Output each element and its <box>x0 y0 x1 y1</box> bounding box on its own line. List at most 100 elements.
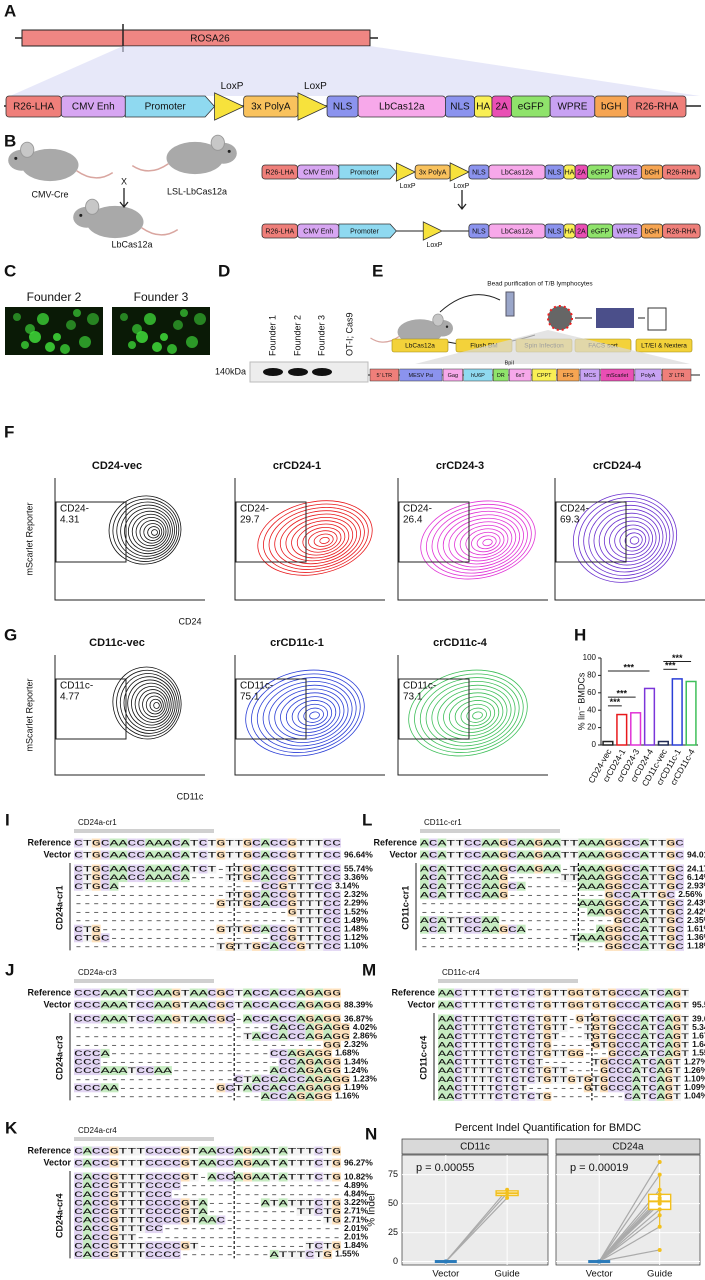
gate-label: CD24- <box>560 504 589 515</box>
contour <box>309 711 320 720</box>
base-shade <box>118 1206 128 1216</box>
base-shade <box>296 1249 306 1259</box>
sequence: AACTTTTCTCTCT------TGCCCATCAGT <box>438 1059 681 1068</box>
mouse-eye <box>14 156 18 160</box>
base-shade <box>216 1000 226 1010</box>
base-shade <box>314 1074 324 1084</box>
base-shade <box>666 898 676 908</box>
base-shade <box>470 1066 479 1076</box>
sequence: -------------------AAGGCCATTGC <box>420 909 684 918</box>
base-shade <box>243 1031 252 1041</box>
base-shade <box>470 1040 479 1050</box>
zoom-shade <box>415 330 690 364</box>
base-shade <box>454 1040 463 1050</box>
read-percent: 24.17% <box>687 863 705 873</box>
base-shade <box>656 1057 665 1067</box>
base-shade <box>587 850 596 860</box>
base-shade <box>278 1249 288 1259</box>
base-shade <box>234 838 244 848</box>
base-shade <box>171 864 181 874</box>
base-shade <box>91 1000 101 1010</box>
base-shade <box>587 907 596 917</box>
base-shade <box>600 1023 609 1033</box>
base-shade <box>672 1074 681 1084</box>
base-shade <box>675 850 684 860</box>
base-shade <box>332 988 341 998</box>
row-label: Reference <box>373 837 417 847</box>
base-shade <box>640 1074 649 1084</box>
sequence: CACCGTTTCC-------------------- <box>74 1225 341 1234</box>
base-shade <box>287 1048 297 1058</box>
base-shade <box>225 1083 235 1093</box>
contour <box>578 497 674 580</box>
sequence: ACATTCCAA-------------GCCATTGC <box>420 917 684 926</box>
base-shade <box>314 864 324 874</box>
base-shade <box>323 881 333 891</box>
base-shade <box>305 1158 315 1168</box>
base-shade <box>118 1146 128 1156</box>
base-shade <box>234 941 244 951</box>
base-shade <box>622 864 632 874</box>
facet-strip <box>401 1138 549 1155</box>
contour <box>302 526 342 553</box>
base-shade <box>82 924 92 934</box>
element-label: WPRE <box>617 228 638 235</box>
base-shade <box>234 1083 244 1093</box>
sequence: ----------------------------GG <box>74 1041 341 1050</box>
base-shade <box>438 1091 447 1101</box>
base-shade <box>640 941 649 951</box>
base-shade <box>136 850 146 860</box>
base-shade <box>535 1023 544 1033</box>
facet-strip <box>555 1138 701 1155</box>
guide-label: CD24a-cr1 <box>78 818 117 827</box>
base-shade <box>446 890 456 900</box>
base-shade <box>657 873 667 883</box>
base-shade <box>510 1048 519 1058</box>
base-shade <box>666 941 676 951</box>
base-shade <box>180 1241 190 1251</box>
base-shade <box>332 907 341 917</box>
base-shade <box>305 1014 315 1024</box>
base-shade <box>446 988 455 998</box>
y-tick-label: 25 <box>388 1227 398 1237</box>
base-shade <box>323 1031 333 1041</box>
base-shade <box>296 873 306 883</box>
base-shade <box>657 898 667 908</box>
lane-label: OT-I; Cas9 <box>344 312 354 356</box>
base-shade <box>462 1074 471 1084</box>
base-shade <box>648 924 658 934</box>
base-shade <box>657 933 667 943</box>
vector-label: Gag <box>448 373 458 379</box>
base-shade <box>437 850 447 860</box>
base-shade <box>74 1146 83 1156</box>
step-box <box>635 338 693 353</box>
base-shade <box>559 1014 568 1024</box>
base-shade <box>534 864 544 874</box>
base-shade <box>437 924 447 934</box>
base-shade <box>198 1206 208 1216</box>
base-shade <box>127 1181 137 1191</box>
base-shade <box>91 1249 101 1259</box>
base-shade <box>82 1048 92 1058</box>
base-shade <box>591 1083 600 1093</box>
base-shade <box>608 988 617 998</box>
base-shade <box>234 864 244 874</box>
read-percent: 2.35% <box>687 915 705 925</box>
base-shade <box>616 1083 625 1093</box>
base-shade <box>323 1083 333 1093</box>
base-shade <box>82 881 92 891</box>
base-shade <box>332 941 341 951</box>
sequence: ACATTCCAAGCAAGAATTAAAGGCCATTGC <box>420 840 684 849</box>
base-shade <box>454 1000 463 1010</box>
base-shade <box>656 1066 665 1076</box>
plot-title: CD24-vec <box>92 460 142 472</box>
base-shade <box>600 1057 609 1067</box>
base-shade <box>260 850 270 860</box>
sequence: CTGCA----------------CCGTTTCC <box>74 883 332 892</box>
read-percent: 1.19% <box>344 1082 369 1092</box>
base-shade <box>672 1057 681 1067</box>
base-shade <box>657 838 667 848</box>
base-shade <box>446 1074 455 1084</box>
base-shade <box>583 1014 592 1024</box>
plot-panel <box>401 1154 549 1266</box>
